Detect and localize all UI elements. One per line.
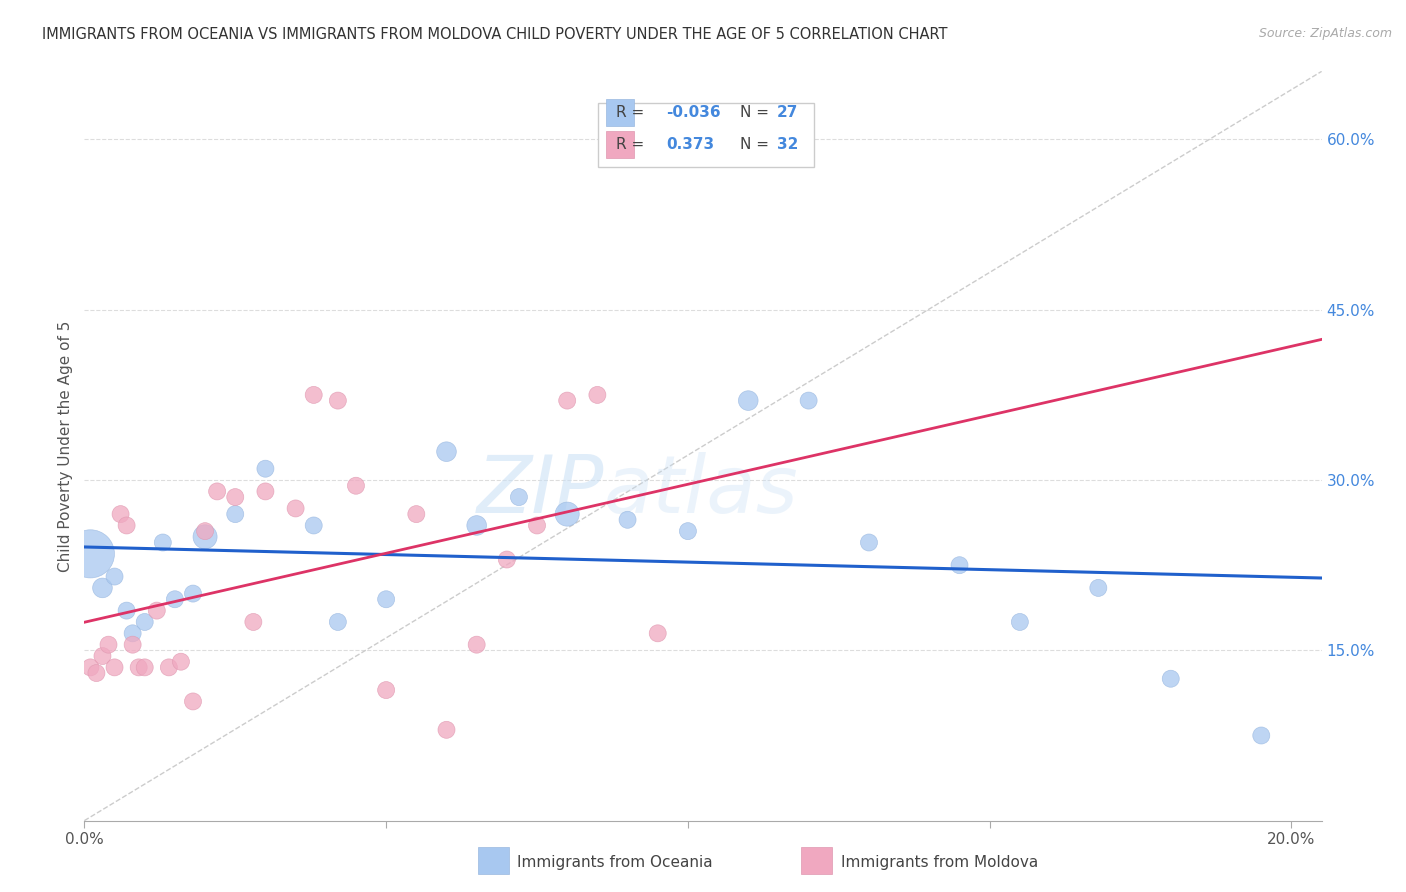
Point [115,518,138,533]
Point [495,552,517,566]
Point [586,388,609,402]
Point [284,501,307,516]
Point [181,694,204,708]
Point [103,660,125,674]
Point [302,388,325,402]
Text: 0.373: 0.373 [666,136,714,152]
Point [676,524,699,538]
Point [858,535,880,549]
Point [97,638,120,652]
Point [436,723,458,737]
Point [170,655,193,669]
Point [91,581,114,595]
Point [1250,729,1272,743]
Bar [606,99,634,126]
Y-axis label: Child Poverty Under the Age of 5: Child Poverty Under the Age of 5 [58,320,73,572]
Point [326,615,349,629]
Point [948,558,970,573]
Point [555,393,578,408]
Point [344,479,367,493]
Text: R =: R = [616,105,650,120]
Point [616,513,638,527]
Point [224,507,246,521]
FancyBboxPatch shape [598,103,814,167]
Point [134,660,156,674]
Point [128,660,150,674]
Point [1008,615,1031,629]
Point [737,393,759,408]
Text: 32: 32 [778,136,799,152]
Point [302,518,325,533]
Point [79,547,101,561]
Point [555,507,578,521]
Point [254,484,277,499]
Point [194,524,217,538]
Point [647,626,669,640]
Point [1087,581,1109,595]
Text: N =: N = [740,136,773,152]
Text: Immigrants from Oceania: Immigrants from Oceania [517,855,713,870]
Point [242,615,264,629]
Point [526,518,548,533]
Point [797,393,820,408]
Point [157,660,180,674]
Point [134,615,156,629]
Point [465,638,488,652]
Point [146,604,169,618]
Point [436,444,458,458]
Point [121,626,143,640]
Point [405,507,427,521]
Point [375,683,398,698]
Point [224,490,246,504]
Text: ZIP: ZIP [477,452,605,530]
Point [152,535,174,549]
Text: IMMIGRANTS FROM OCEANIA VS IMMIGRANTS FROM MOLDOVA CHILD POVERTY UNDER THE AGE O: IMMIGRANTS FROM OCEANIA VS IMMIGRANTS FR… [42,27,948,42]
Point [326,393,349,408]
Point [205,484,228,499]
Text: Source: ZipAtlas.com: Source: ZipAtlas.com [1258,27,1392,40]
Point [1160,672,1182,686]
Point [375,592,398,607]
Point [79,660,101,674]
Point [181,586,204,600]
Point [254,461,277,475]
Bar [606,130,634,158]
Text: atlas: atlas [605,452,799,530]
Text: 27: 27 [778,105,799,120]
Point [194,530,217,544]
Point [508,490,530,504]
Point [163,592,186,607]
Point [103,569,125,583]
Text: R =: R = [616,136,650,152]
Point [91,648,114,663]
Text: N =: N = [740,105,773,120]
Point [110,507,132,521]
Text: Immigrants from Moldova: Immigrants from Moldova [841,855,1038,870]
Point [86,666,108,681]
Point [115,604,138,618]
Point [465,518,488,533]
Point [121,638,143,652]
Text: -0.036: -0.036 [666,105,720,120]
